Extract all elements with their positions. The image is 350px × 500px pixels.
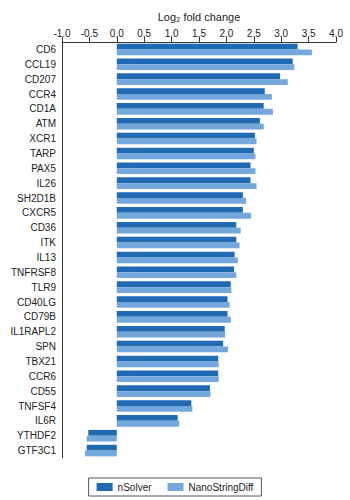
- svg-text:TLR9: TLR9: [32, 282, 57, 293]
- svg-text:CD207: CD207: [25, 74, 57, 85]
- svg-text:2.0: 2.0: [219, 28, 233, 39]
- svg-text:ATM: ATM: [36, 118, 56, 129]
- svg-text:CCR4: CCR4: [29, 89, 57, 100]
- svg-text:nSolver: nSolver: [118, 482, 153, 493]
- svg-text:CXCR5: CXCR5: [22, 207, 56, 218]
- svg-text:3.0: 3.0: [274, 28, 288, 39]
- svg-text:GTF3C1: GTF3C1: [18, 445, 57, 456]
- svg-text:TARP: TARP: [30, 148, 56, 159]
- svg-text:1.5: 1.5: [192, 28, 206, 39]
- svg-text:TNFSF4: TNFSF4: [18, 401, 56, 412]
- svg-text:IL26: IL26: [37, 178, 57, 189]
- svg-text:CCL19: CCL19: [25, 59, 57, 70]
- svg-text:TNFRSF8: TNFRSF8: [11, 267, 56, 278]
- svg-text:-0.5: -0.5: [81, 28, 99, 39]
- svg-text:4.0: 4.0: [329, 28, 343, 39]
- svg-text:IL13: IL13: [37, 252, 57, 263]
- svg-text:XCR1: XCR1: [29, 133, 56, 144]
- svg-text:IL6R: IL6R: [35, 415, 56, 426]
- svg-text:2.5: 2.5: [247, 28, 261, 39]
- svg-text:PAX5: PAX5: [31, 163, 56, 174]
- svg-text:1.0: 1.0: [165, 28, 179, 39]
- svg-text:SPN: SPN: [35, 341, 56, 352]
- svg-text:CD55: CD55: [30, 386, 56, 397]
- svg-text:CD6: CD6: [36, 44, 56, 55]
- svg-text:0.0: 0.0: [110, 28, 124, 39]
- svg-text:CD36: CD36: [30, 222, 56, 233]
- svg-text:CD1A: CD1A: [29, 103, 56, 114]
- svg-text:Log₂ fold change: Log₂ fold change: [158, 11, 241, 23]
- svg-text:0.5: 0.5: [137, 28, 151, 39]
- svg-text:ITK: ITK: [40, 237, 56, 248]
- svg-text:TBX21: TBX21: [25, 356, 56, 367]
- svg-text:CD40LG: CD40LG: [17, 297, 56, 308]
- svg-text:IL1RAPL2: IL1RAPL2: [10, 326, 56, 337]
- svg-text:-1.0: -1.0: [53, 28, 71, 39]
- svg-text:CD79B: CD79B: [24, 311, 57, 322]
- svg-text:SH2D1B: SH2D1B: [17, 193, 56, 204]
- svg-text:3.5: 3.5: [302, 28, 316, 39]
- svg-text:YTHDF2: YTHDF2: [17, 430, 56, 441]
- svg-text:CCR6: CCR6: [29, 371, 57, 382]
- svg-text:NanoStringDiff: NanoStringDiff: [189, 482, 254, 493]
